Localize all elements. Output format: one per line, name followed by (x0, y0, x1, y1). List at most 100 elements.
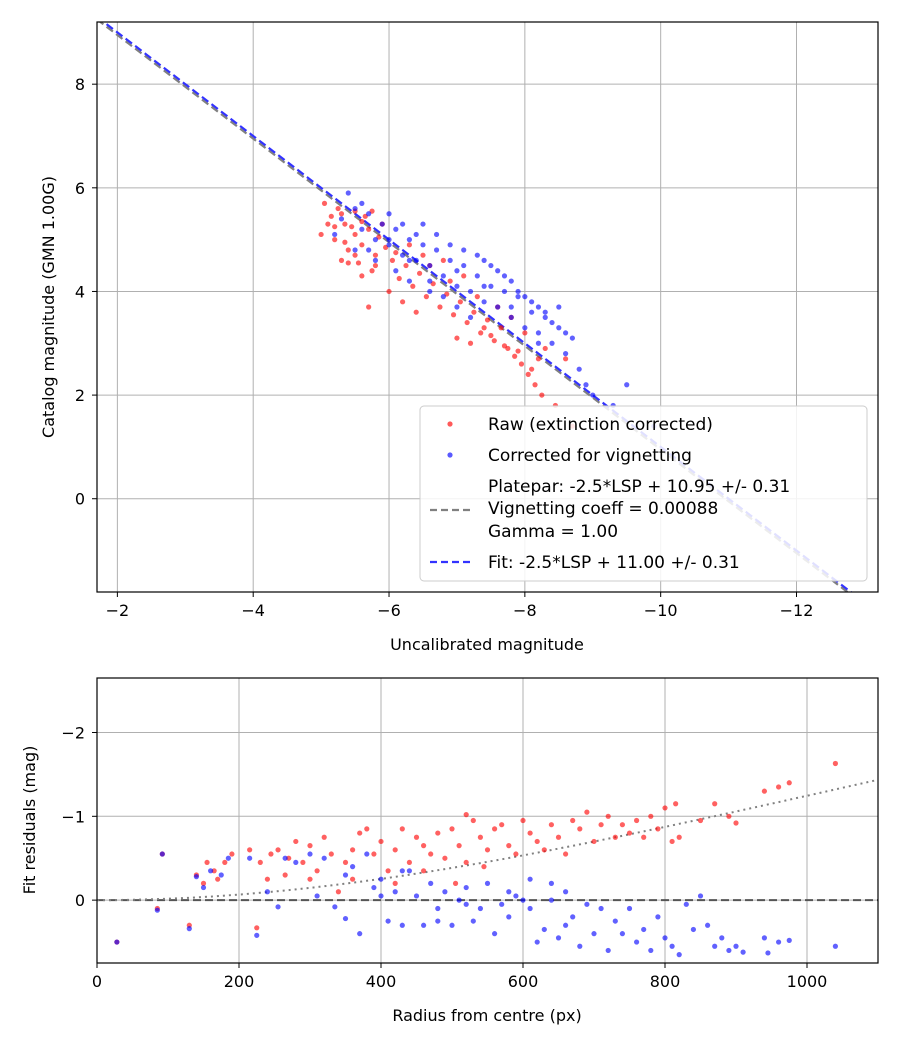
top-corrected-point (563, 330, 569, 336)
bottom-corrected-point (225, 855, 231, 861)
bottom-raw-point (669, 838, 675, 845)
bottom-corrected-point (193, 874, 199, 880)
top-corrected-point (447, 242, 453, 248)
top-raw-point (532, 382, 538, 388)
bottom-raw-point (229, 851, 235, 857)
bottom-raw-point (357, 830, 363, 836)
bottom-raw-point (481, 864, 487, 870)
bottom-corrected-point (307, 851, 313, 857)
top-corrected-point (556, 304, 562, 310)
top-corrected-point (549, 319, 555, 326)
bottom-corrected-point (548, 897, 555, 903)
bottom-raw-point (712, 801, 718, 807)
top-raw-point (321, 200, 328, 206)
top-raw-point (542, 345, 548, 352)
bottom-raw-point (406, 859, 412, 866)
top-raw-point (342, 221, 348, 227)
top-raw-point (359, 218, 365, 225)
bottom-raw-point (726, 813, 732, 819)
bottom-raw-point (385, 868, 391, 874)
bottom-corrected-point (641, 926, 647, 933)
bottom-corrected-point (477, 905, 483, 912)
top-corrected-point (535, 330, 542, 336)
top-raw-point (498, 325, 504, 331)
top-y-tick-label: 0 (75, 490, 85, 509)
top-raw-point (389, 257, 396, 263)
bottom-corrected-point (399, 868, 405, 874)
top-corrected-point (427, 288, 433, 295)
bottom-corrected-point (527, 876, 533, 882)
top-corrected-point (433, 231, 440, 238)
bottom-corrected-point (577, 943, 583, 949)
bottom-raw-point (314, 868, 320, 874)
top-plot-frame (96, 21, 879, 593)
top-corrected-point (440, 294, 446, 300)
top-y-axis-label: Catalog magnitude (GMN 1.00G) (39, 176, 58, 438)
bottom-corrected-point (421, 922, 427, 928)
bottom-corrected-point (619, 931, 626, 937)
bottom-corrected-point (570, 914, 576, 920)
bottom-corrected-point (154, 907, 160, 913)
bottom-y-axis-label: Fit residuals (mag) (20, 746, 39, 895)
bottom-corrected-point (378, 876, 384, 882)
bottom-raw-point (293, 838, 299, 845)
top-raw-point (416, 270, 423, 276)
top-corrected-point (352, 247, 358, 253)
top-corrected-point (488, 262, 494, 269)
bottom-raw-point (421, 868, 427, 874)
top-x-tick-label: −12 (780, 601, 814, 620)
top-raw-point (366, 226, 372, 232)
bottom-corrected-point (534, 939, 540, 945)
top-corrected-point (359, 226, 365, 232)
top-corrected-point (406, 257, 412, 263)
bottom-raw-point (648, 813, 654, 819)
bottom-x-axis-label: Radius from centre (px) (392, 1006, 581, 1025)
top-corrected-point (495, 268, 501, 274)
bottom-raw-point (328, 851, 334, 857)
bottom-corrected-point (712, 943, 718, 949)
top-raw-point (529, 366, 535, 372)
top-corrected-point (406, 237, 412, 243)
bottom-raw-point (268, 851, 274, 857)
top-raw-point (539, 392, 545, 398)
bottom-corrected-point (605, 947, 611, 954)
bottom-raw-point (463, 859, 469, 866)
bottom-raw-point (200, 880, 207, 886)
top-corrected-point (366, 247, 372, 253)
bottom-corrected-point (371, 884, 377, 891)
legend-label-fit: Fit: -2.5*LSP + 11.00 +/- 0.31 (488, 553, 740, 573)
bottom-y-tick-label: −1 (61, 807, 85, 826)
bottom-corrected-point (484, 880, 491, 886)
bottom-raw-point (786, 780, 792, 786)
top-corrected-point (501, 288, 508, 295)
top-corrected-point (467, 314, 474, 320)
top-x-tick-label: −10 (644, 601, 678, 620)
top-corrected-point (542, 314, 548, 320)
bottom-raw-point (499, 822, 505, 828)
bottom-plot-frame (96, 677, 879, 964)
top-corrected-point (481, 299, 487, 305)
bottom-raw-point (541, 847, 547, 853)
bottom-corrected-point (314, 893, 320, 899)
top-corrected-point (508, 304, 514, 310)
bottom-corrected-point (506, 914, 512, 920)
top-raw-point (328, 213, 334, 219)
bottom-corrected-point (247, 855, 253, 861)
top-raw-point (518, 361, 525, 367)
top-raw-point (349, 224, 355, 230)
top-corrected-point (549, 340, 555, 346)
bottom-corrected-point (520, 897, 526, 903)
bottom-raw-point (264, 876, 270, 882)
bottom-corrected-point (282, 855, 288, 861)
bottom-corrected-point (342, 915, 349, 922)
bottom-corrected-point (676, 952, 682, 958)
bottom-x-tick-label: 1000 (787, 972, 828, 991)
bottom-corrected-point (492, 931, 498, 937)
bottom-raw-point (570, 817, 576, 824)
bottom-raw-point (456, 843, 462, 849)
top-raw-point (359, 242, 365, 248)
bottom-corrected-point (541, 926, 547, 933)
top-raw-point (437, 304, 443, 310)
top-raw-point (423, 294, 429, 300)
